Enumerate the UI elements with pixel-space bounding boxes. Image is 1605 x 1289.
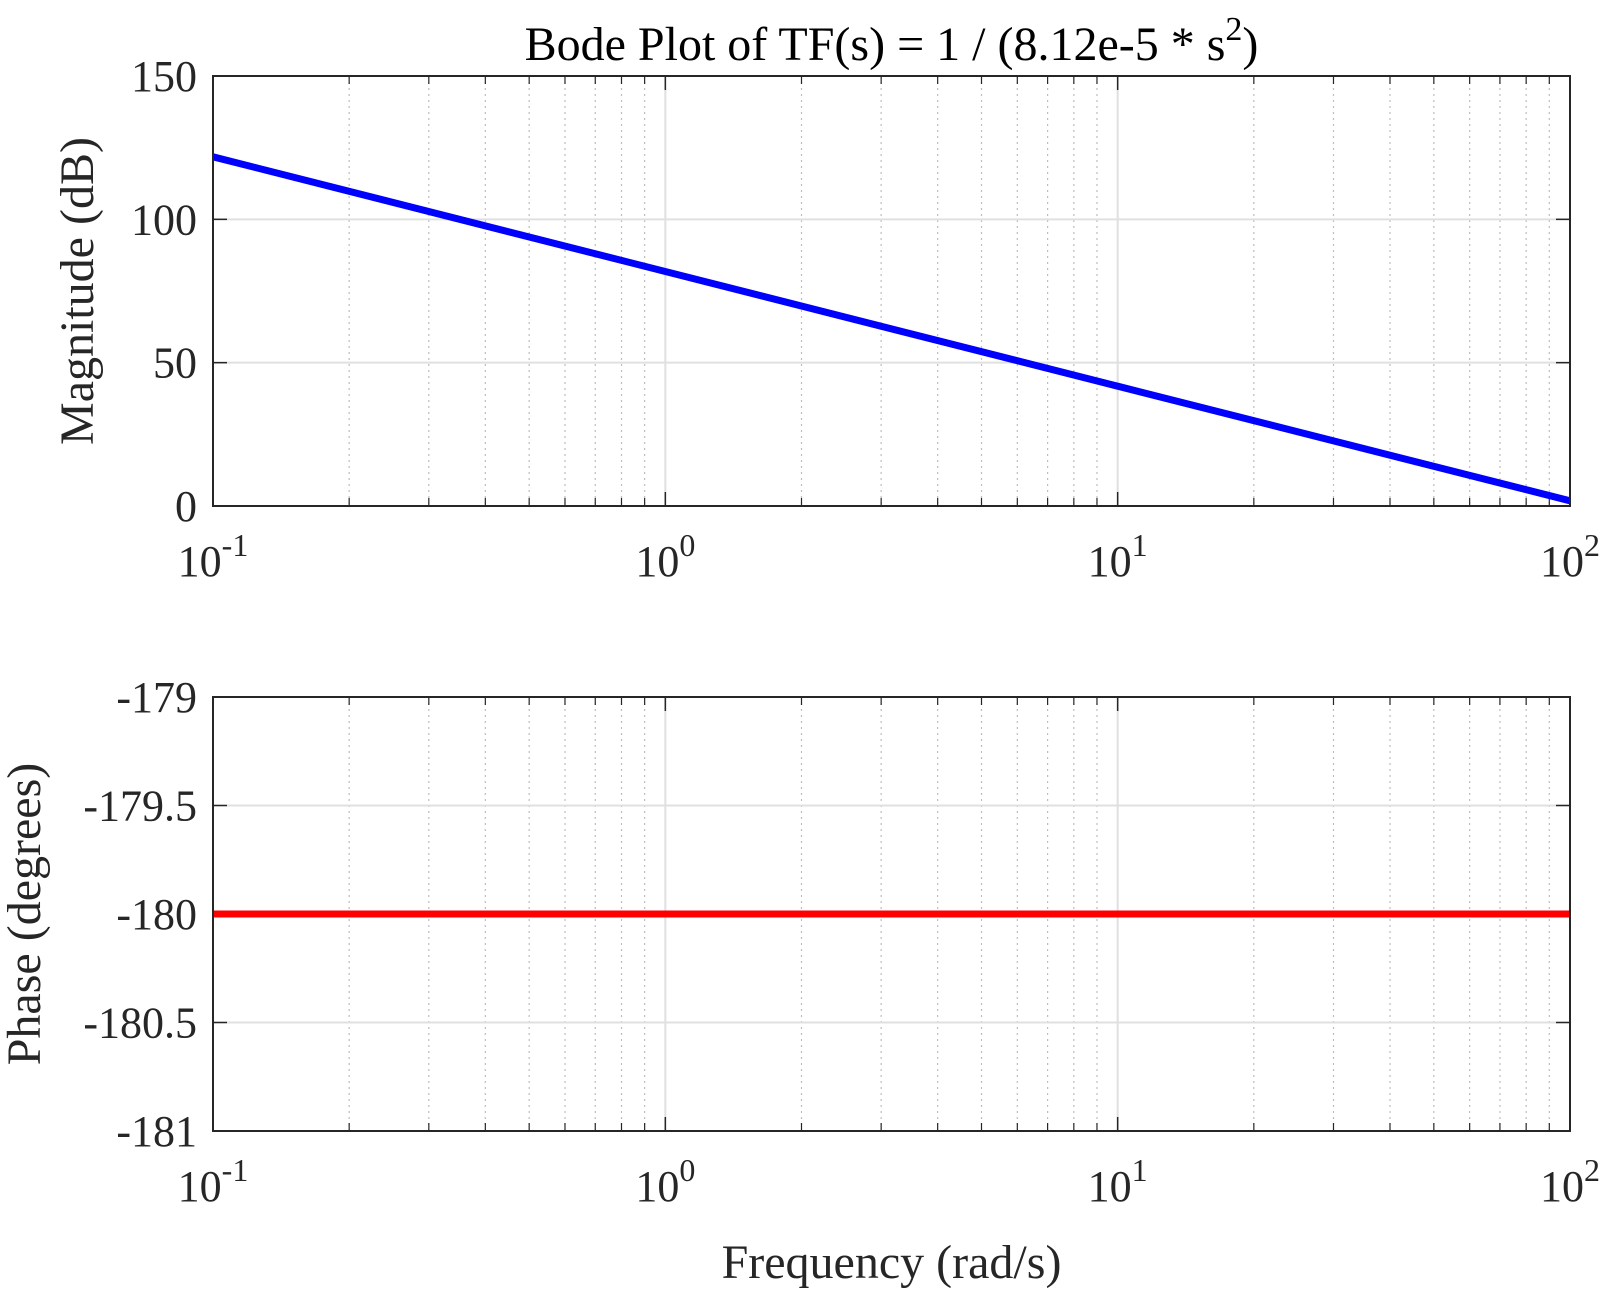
phase-y-tick-label: -180 [116,890,197,939]
magnitude-y-axis-label: Magnitude (dB) [51,137,104,445]
magnitude-x-tick-label: 10-1 [178,527,249,586]
magnitude-y-tick-label: 150 [131,52,197,101]
phase-y-tick-label: -179 [116,673,197,722]
phase-y-tick-label: -179.5 [83,782,197,831]
chart-title: Bode Plot of TF(s) = 1 / (8.12e-5 * s2) [525,11,1259,71]
phase-axes-box [212,696,1571,1132]
phase-x-tick-label: 101 [1088,1152,1148,1211]
magnitude-series-line [212,153,1571,505]
phase-y-axis-label: Phase (degrees) [0,763,51,1066]
magnitude-y-tick-label: 100 [131,195,197,244]
phase-x-tick-label: 100 [635,1152,695,1211]
phase-y-tick-label: -181 [116,1107,197,1156]
magnitude-y-tick-label: 0 [175,482,197,531]
magnitude-axes-box [212,75,1571,507]
magnitude-plot: 10-1 100 101 102 0 50 100 150 Magnitude (dB) Bode… [51,11,1600,586]
phase-y-tick-label: -180.5 [83,999,197,1048]
magnitude-major-grid [212,75,1571,507]
magnitude-y-tick-label: 50 [153,339,197,388]
magnitude-x-tick-label: 102 [1540,527,1600,586]
phase-x-tick-label: 102 [1540,1152,1600,1211]
phase-x-axis-label: Frequency (rad/s) [722,1236,1062,1289]
magnitude-x-tick-label: 101 [1088,527,1148,586]
phase-x-tick-label: 10-1 [178,1152,249,1211]
magnitude-x-tick-label: 100 [635,527,695,586]
magnitude-minor-grid [348,76,1550,506]
phase-plot: 10-1 100 101 102 -181 -180.5 -180 -179.5 -179 Pha… [0,673,1600,1289]
